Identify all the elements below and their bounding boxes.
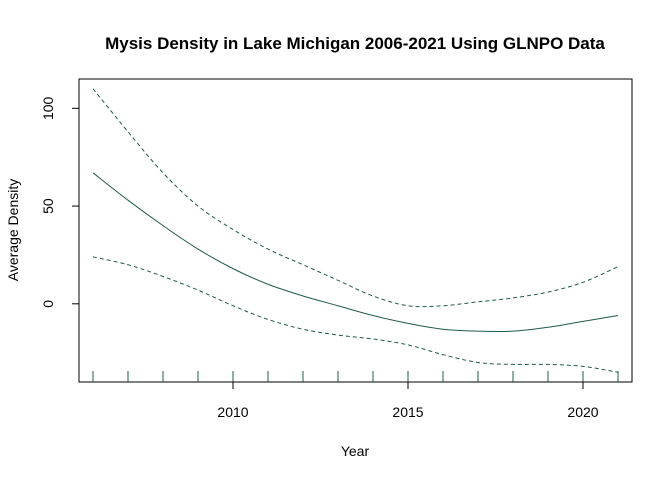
- rug: [92, 371, 619, 382]
- y-axis-label: Average Density: [5, 179, 21, 281]
- chart-title: Mysis Density in Lake Michigan 2006-2021…: [105, 34, 605, 53]
- y-tick-label: 0: [40, 300, 56, 308]
- series-line-upper: [92, 88, 619, 308]
- series-group: [92, 88, 619, 373]
- x-axis: 2010 2015 2020: [217, 382, 599, 420]
- y-axis: 0 50 100: [40, 96, 79, 308]
- x-tick-label: 2015: [392, 404, 423, 420]
- y-tick-label: 50: [40, 198, 56, 214]
- y-tick-label: 100: [40, 96, 56, 120]
- x-tick-label: 2020: [567, 404, 598, 420]
- x-tick-label: 2010: [217, 404, 248, 420]
- plot-frame: [78, 78, 633, 383]
- x-axis-label: Year: [341, 443, 370, 459]
- series-line-lower: [92, 256, 619, 373]
- series-line-fit: [92, 172, 619, 333]
